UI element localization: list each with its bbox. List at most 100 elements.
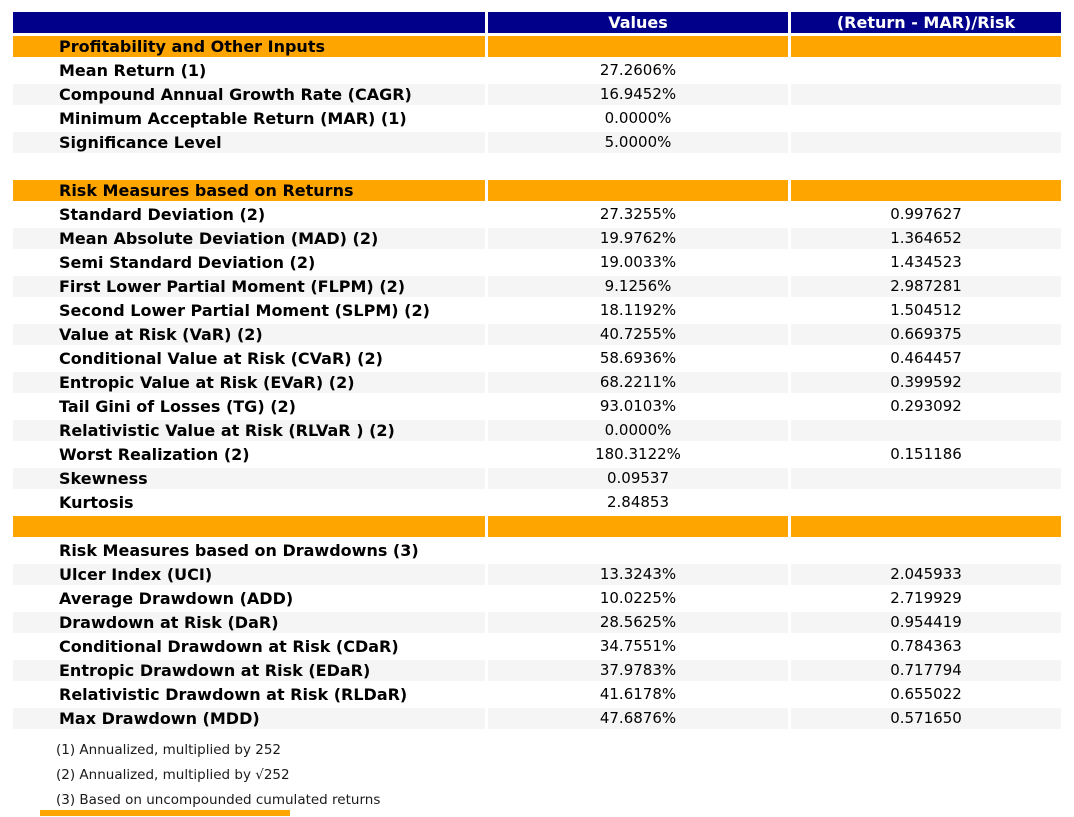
metric-value-cell: 19.9762% [488,228,788,249]
metric-label-cell: Compound Annual Growth Rate (CAGR) [13,84,485,105]
metric-value-cell: 34.7551% [488,636,788,657]
metric-value-cell: 40.7255% [488,324,788,345]
metric-label-cell: Relativistic Drawdown at Risk (RLDaR) [13,684,485,705]
metric-label-cell: Drawdown at Risk (DaR) [13,612,485,633]
metric-label-cell: Value at Risk (VaR) (2) [13,324,485,345]
metric-label-cell [13,516,485,537]
metric-value-cell: 41.6178% [488,684,788,705]
footnote: (2) Annualized, multiplied by √252 [56,767,290,783]
metric-ratio-cell [791,36,1061,57]
metric-value-cell: 93.0103% [488,396,788,417]
metric-value-cell: 0.0000% [488,108,788,129]
metric-label-cell: Mean Return (1) [13,60,485,81]
table-row: Significance Level 5.0000% [13,132,1061,153]
values-column-header: Values [488,12,788,33]
metric-value-cell: 37.9783% [488,660,788,681]
table-row: Entropic Value at Risk (EVaR) (2) 68.2211… [13,372,1061,393]
metric-label-cell: Standard Deviation (2) [13,204,485,225]
table-row: Second Lower Partial Moment (SLPM) (2) 18… [13,300,1061,321]
metric-label-cell: Second Lower Partial Moment (SLPM) (2) [13,300,485,321]
metric-ratio-cell: 0.571650 [791,708,1061,729]
metric-ratio-cell: 0.717794 [791,660,1061,681]
metric-value-cell [488,156,788,177]
table-row: Conditional Value at Risk (CVaR) (2) 58.6… [13,348,1061,369]
metric-label-cell: Worst Realization (2) [13,444,485,465]
ratio-column-header: (Return - MAR)/Risk [791,12,1061,33]
risk-metrics-table: Values (Return - MAR)/Risk Profitability… [10,9,1064,732]
partial-section-bar [40,810,290,816]
metric-label-cell: Semi Standard Deviation (2) [13,252,485,273]
metric-value-cell: 27.2606% [488,60,788,81]
metric-value-cell [488,36,788,57]
metric-ratio-cell [791,516,1061,537]
metric-ratio-cell [791,492,1061,513]
metric-label-cell: Entropic Drawdown at Risk (EDaR) [13,660,485,681]
table-row: Mean Return (1) 27.2606% [13,60,1061,81]
metric-ratio-cell [791,84,1061,105]
metric-ratio-cell: 0.151186 [791,444,1061,465]
table-row: Mean Absolute Deviation (MAD) (2) 19.9762… [13,228,1061,249]
metric-ratio-cell [791,420,1061,441]
metric-ratio-cell [791,468,1061,489]
table-row: Value at Risk (VaR) (2) 40.7255% 0.669375 [13,324,1061,345]
metric-label-cell: Conditional Value at Risk (CVaR) (2) [13,348,485,369]
metric-value-cell: 13.3243% [488,564,788,585]
table-row: Tail Gini of Losses (TG) (2) 93.0103% 0.29… [13,396,1061,417]
table-row: Conditional Drawdown at Risk (CDaR) 34.75… [13,636,1061,657]
spacer-row [13,156,1061,177]
metric-ratio-cell: 2.987281 [791,276,1061,297]
table-row: First Lower Partial Moment (FLPM) (2) 9.1… [13,276,1061,297]
metric-value-cell: 0.09537 [488,468,788,489]
metric-label-cell: Relativistic Value at Risk (RLVaR ) (2) [13,420,485,441]
metric-ratio-cell: 1.434523 [791,252,1061,273]
metric-value-cell: 68.2211% [488,372,788,393]
metric-ratio-cell: 0.784363 [791,636,1061,657]
metric-label-cell: Risk Measures based on Drawdowns (3) [13,540,485,561]
metric-ratio-cell [791,180,1061,201]
table-row: Drawdown at Risk (DaR) 28.5625% 0.954419 [13,612,1061,633]
metric-value-cell: 9.1256% [488,276,788,297]
table-row: Average Drawdown (ADD) 10.0225% 2.719929 [13,588,1061,609]
table-row: Ulcer Index (UCI) 13.3243% 2.045933 [13,564,1061,585]
metric-ratio-cell: 0.293092 [791,396,1061,417]
table-row: Skewness 0.09537 [13,468,1061,489]
table-row: Relativistic Drawdown at Risk (RLDaR) 41.… [13,684,1061,705]
table-row: Entropic Drawdown at Risk (EDaR) 37.9783%… [13,660,1061,681]
metric-ratio-cell [791,108,1061,129]
metric-label-cell: Profitability and Other Inputs [13,36,485,57]
metric-value-cell: 58.6936% [488,348,788,369]
subsection-title-row: Risk Measures based on Drawdowns (3) [13,540,1061,561]
metric-label-cell: Risk Measures based on Returns [13,180,485,201]
metric-ratio-cell: 1.364652 [791,228,1061,249]
metric-value-cell: 19.0033% [488,252,788,273]
metric-label-cell [13,156,485,177]
metric-value-cell [488,516,788,537]
metric-value-cell [488,540,788,561]
metric-ratio-cell: 0.997627 [791,204,1061,225]
metric-label-cell: Entropic Value at Risk (EVaR) (2) [13,372,485,393]
metric-ratio-cell [791,60,1061,81]
section-header-row: Profitability and Other Inputs [13,36,1061,57]
metric-value-cell: 16.9452% [488,84,788,105]
metric-label-cell: Significance Level [13,132,485,153]
metric-label-cell: First Lower Partial Moment (FLPM) (2) [13,276,485,297]
section-header-row: Risk Measures based on Returns [13,180,1061,201]
metric-ratio-cell: 0.954419 [791,612,1061,633]
metric-value-cell: 0.0000% [488,420,788,441]
metric-ratio-cell: 0.464457 [791,348,1061,369]
metric-ratio-cell: 0.669375 [791,324,1061,345]
corner-header-cell [13,12,485,33]
footnotes: (1) Annualized, multiplied by 252 (2) Ann… [10,738,1064,813]
table-row: Worst Realization (2) 180.3122% 0.151186 [13,444,1061,465]
table-row: Compound Annual Growth Rate (CAGR) 16.945… [13,84,1061,105]
table-header-row: Values (Return - MAR)/Risk [13,12,1061,33]
metric-value-cell: 18.1192% [488,300,788,321]
metric-value-cell: 180.3122% [488,444,788,465]
metric-label-cell: Max Drawdown (MDD) [13,708,485,729]
footnote: (1) Annualized, multiplied by 252 [56,742,281,758]
metric-value-cell: 2.84853 [488,492,788,513]
metric-ratio-cell [791,156,1061,177]
table-row: Max Drawdown (MDD) 47.6876% 0.571650 [13,708,1061,729]
metric-ratio-cell: 0.399592 [791,372,1061,393]
